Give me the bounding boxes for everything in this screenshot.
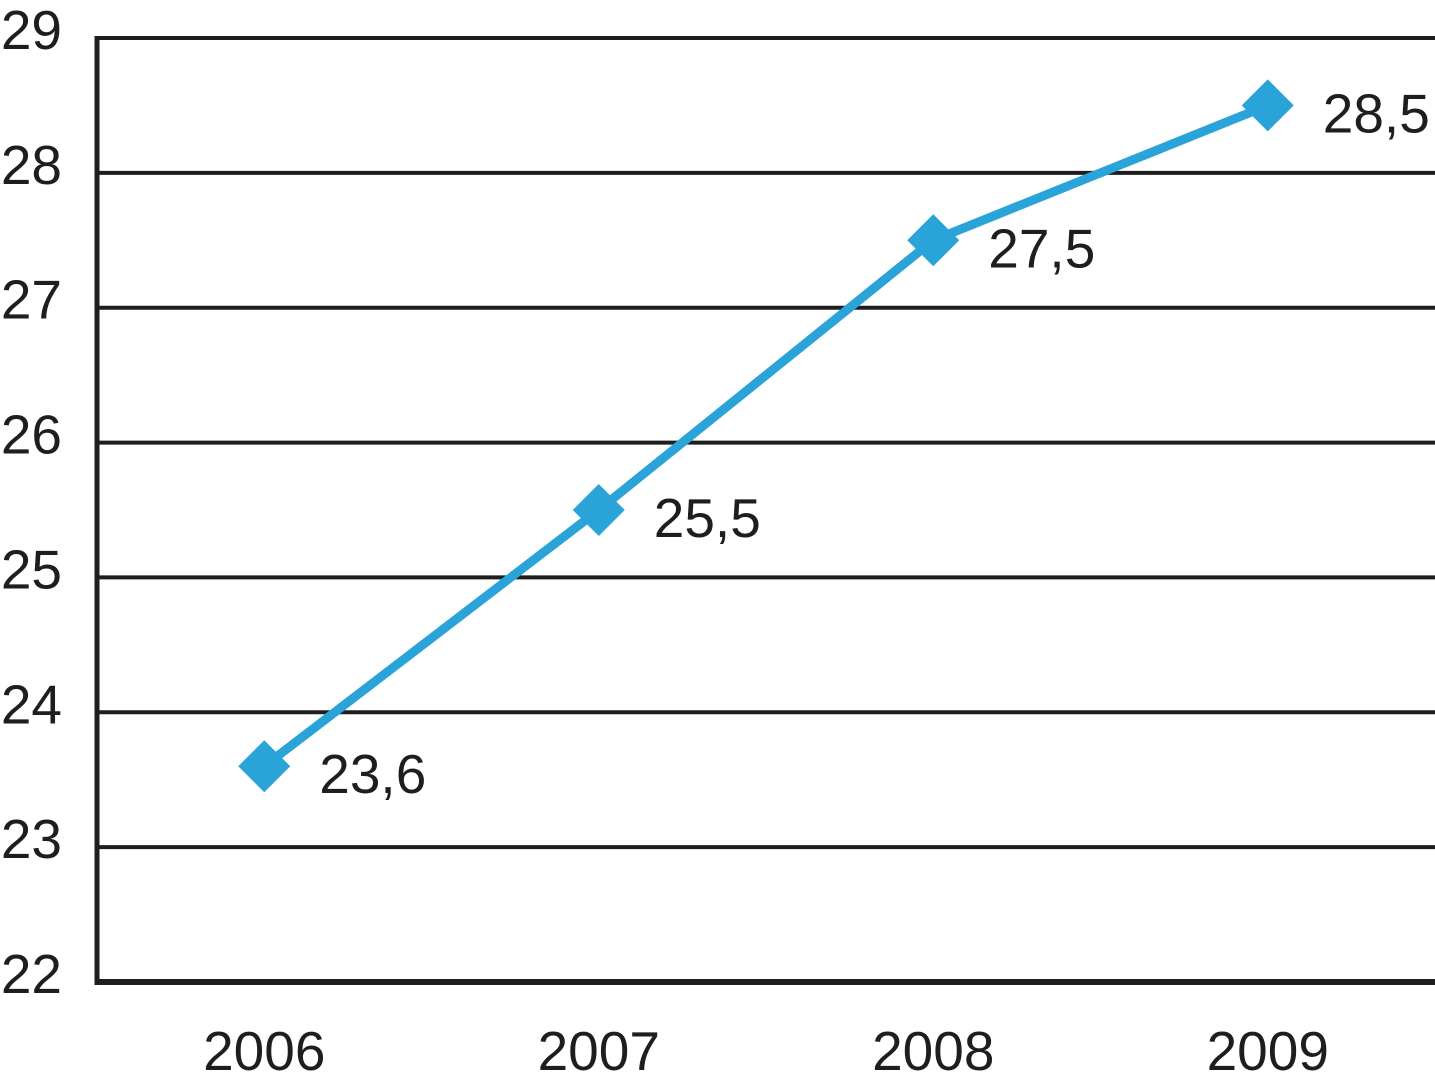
data-point-label: 27,5 — [988, 217, 1095, 279]
y-tick-label: 24 — [1, 673, 62, 735]
series-line — [259, 100, 1273, 771]
data-point-label: 25,5 — [654, 487, 761, 549]
data-point-marker — [572, 484, 625, 536]
x-tick-label: 2009 — [1207, 1020, 1329, 1082]
y-tick-label: 27 — [1, 269, 62, 331]
data-point-marker — [907, 214, 960, 267]
x-tick-label: 2006 — [203, 1020, 325, 1082]
data-point-marker — [238, 740, 291, 793]
y-tick-label: 29 — [1, 0, 62, 61]
y-tick-label: 26 — [1, 404, 62, 466]
y-tick-label: 28 — [1, 134, 62, 196]
data-point-label: 23,6 — [319, 743, 426, 805]
x-tick-label: 2007 — [538, 1020, 660, 1082]
y-tick-label: 25 — [1, 538, 62, 600]
y-tick-label: 23 — [1, 808, 62, 870]
data-point-label: 28,5 — [1323, 82, 1430, 144]
data-point-marker — [1241, 79, 1294, 132]
x-tick-label: 2008 — [872, 1020, 994, 1082]
y-tick-label: 22 — [1, 943, 62, 1005]
